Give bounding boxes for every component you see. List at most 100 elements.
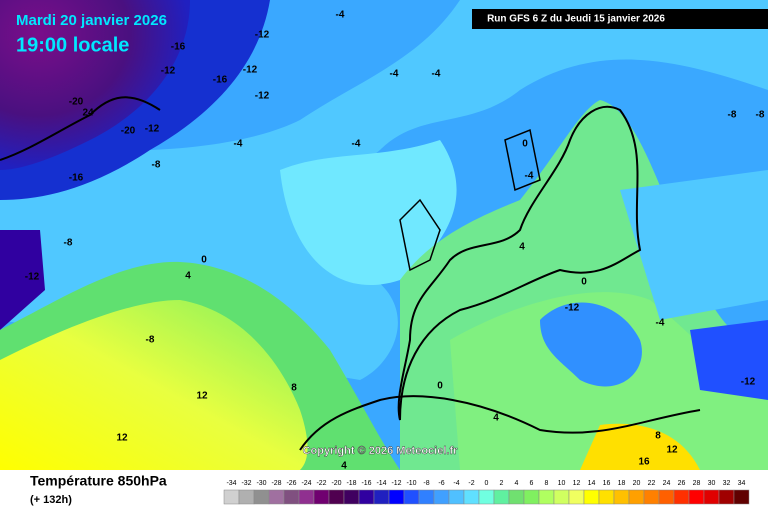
legend-label: -20 (331, 480, 341, 487)
contour-label: -4 (234, 139, 243, 150)
legend-label: 32 (723, 480, 731, 487)
contour-label: 8 (291, 383, 297, 394)
legend: -34 -32 -30 -28 -26 -24 -22 -20 -18 -16 -14 -12 -10-… (223, 480, 750, 505)
forecast-date: Mardi 20 janvier 2026 (16, 12, 167, 29)
run-box (472, 9, 768, 29)
legend-label: 6 (530, 480, 534, 487)
legend-swatch (283, 489, 300, 505)
legend-swatch (718, 489, 735, 505)
legend-label: 30 (708, 480, 716, 487)
legend-swatch (688, 489, 705, 505)
variable-name: Température 850hPa (30, 473, 167, 489)
legend-label: -26 (286, 480, 296, 487)
legend-label: 16 (603, 480, 611, 487)
contour-label: -12 (25, 272, 40, 283)
legend-label: 0 (485, 480, 489, 487)
contour-label: 16 (638, 457, 650, 468)
legend-swatch (553, 489, 570, 505)
contour-label: -12 (741, 377, 756, 388)
legend-swatch (463, 489, 480, 505)
legend-swatch (238, 489, 255, 505)
legend-label: -24 (301, 480, 311, 487)
legend-swatch (538, 489, 555, 505)
legend-label: 18 (618, 480, 626, 487)
contour-label: 4 (341, 461, 347, 472)
contour-label: 0 (201, 255, 207, 266)
legend-label: 14 (588, 480, 596, 487)
legend-label: 34 (738, 480, 746, 487)
contour-label: 0 (437, 381, 443, 392)
contour-label: -4 (336, 10, 345, 21)
legend-swatch (448, 489, 465, 505)
legend-label: 28 (693, 480, 701, 487)
legend-swatch (658, 489, 675, 505)
contour-label: 12 (196, 391, 208, 402)
legend-swatch (388, 489, 405, 505)
contour-label: -16 (69, 173, 84, 184)
legend-label: -34 (226, 480, 236, 487)
legend-swatch (418, 489, 435, 505)
legend-label: 24 (663, 480, 671, 487)
contour-label: -16 (213, 75, 228, 86)
contour-label: -8 (152, 160, 161, 171)
legend-swatch (358, 489, 375, 505)
legend-swatch (523, 489, 540, 505)
legend-swatch (643, 489, 660, 505)
legend-label: -28 (271, 480, 281, 487)
legend-label: 26 (678, 480, 686, 487)
contour-label: 12 (116, 433, 128, 444)
contour-label: -8 (146, 335, 155, 346)
contour-label: 24 (82, 108, 94, 119)
contour-label: -8 (728, 110, 737, 121)
legend-label: -16 (361, 480, 371, 487)
legend-swatch (478, 489, 495, 505)
legend-swatch (343, 489, 360, 505)
contour-label: 4 (185, 271, 191, 282)
run-info: Run GFS 6 Z du Jeudi 15 janvier 2026 (487, 14, 665, 25)
contour-label: -12 (255, 91, 270, 102)
legend-swatch (568, 489, 585, 505)
legend-label: 20 (633, 480, 641, 487)
legend-swatch (298, 489, 315, 505)
legend-swatch (583, 489, 600, 505)
contour-label: 4 (493, 413, 499, 424)
contour-label: -20 (69, 97, 84, 108)
legend-label: 22 (648, 480, 656, 487)
legend-label: 8 (545, 480, 549, 487)
legend-label: 10 (558, 480, 566, 487)
legend-swatch (403, 489, 420, 505)
contour-label: -12 (145, 124, 160, 135)
contour-label: 0 (581, 277, 587, 288)
legend-swatch (493, 489, 510, 505)
legend-swatch (673, 489, 690, 505)
contour-label: -4 (390, 69, 399, 80)
lead-time: (+ 132h) (30, 494, 72, 506)
legend-swatch (703, 489, 720, 505)
contour-label: -8 (756, 110, 765, 121)
contour-label: 12 (666, 445, 678, 456)
contour-label: -12 (161, 66, 176, 77)
legend-label: 4 (515, 480, 519, 487)
legend-label: -30 (256, 480, 266, 487)
contour-label: -12 (243, 65, 258, 76)
legend-swatch (268, 489, 285, 505)
legend-label: -18 (346, 480, 356, 487)
legend-label: -12 (391, 480, 401, 487)
legend-label: -14 (376, 480, 386, 487)
contour-label: 4 (519, 242, 525, 253)
legend-label: -6 (438, 480, 444, 487)
legend-swatch (373, 489, 390, 505)
legend-swatch (508, 489, 525, 505)
legend-swatch (733, 489, 750, 505)
legend-label: 12 (573, 480, 581, 487)
legend-swatch (313, 489, 330, 505)
contour-label: -12 (255, 30, 270, 41)
legend-swatch (223, 489, 240, 505)
contour-label: -8 (64, 238, 73, 249)
contour-label: -4 (432, 69, 441, 80)
legend-swatch (253, 489, 270, 505)
contour-label: -4 (656, 318, 665, 329)
legend-label: -8 (423, 480, 429, 487)
legend-swatch (628, 489, 645, 505)
